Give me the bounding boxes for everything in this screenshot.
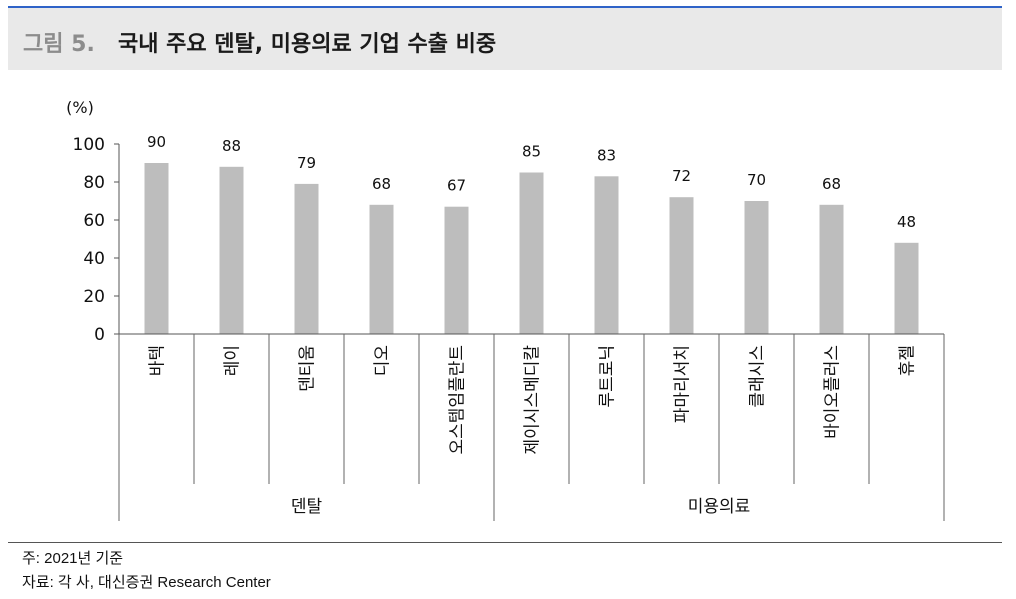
x-category-label: 바텍 [148,345,168,376]
bar-value-label: 70 [747,171,766,189]
bar-value-label: 79 [297,154,316,172]
bar [519,172,544,334]
bar [744,201,769,334]
x-category-label: 바이오플러스 [823,345,843,439]
bar [894,242,919,334]
bar-value-label: 88 [222,137,241,155]
figure-label: 그림 5. [23,32,95,57]
bar [444,206,469,334]
y-axis-label: (%) [66,98,94,117]
source-note: 자료: 각 사, 대신증권 Research Center [22,574,271,591]
x-category-label: 클래시스 [748,345,768,408]
x-category-label: 휴젤 [898,345,918,376]
footer-divider [8,542,1002,543]
bar [594,176,619,334]
bar-value-label: 72 [672,167,691,185]
bar-value-label: 90 [147,133,166,151]
y-tick-label: 100 [73,135,105,155]
x-category-label: 루트로닉 [598,345,618,408]
y-tick-label: 80 [83,173,105,193]
footnote: 주: 2021년 기준 [22,550,124,567]
x-category-label: 제이시스메디칼 [523,345,543,455]
bar [669,197,694,334]
bar-value-label: 48 [897,213,916,231]
bar [819,204,844,334]
x-category-label: 오스템임플란트 [448,345,468,454]
bars: 90 88 79 68 67 85 83 72 70 68 48 [144,133,919,334]
x-category-label: 레이 [223,345,243,376]
y-tick-label: 20 [83,287,105,307]
x-axis: 바텍 레이 덴티움 디오 오스템임플란트 제이시스메디칼 루트로닉 파마리서치 클래시스 바이오플… [118,333,945,521]
x-category-label: 디오 [373,345,393,376]
y-tick-label: 0 [94,325,105,345]
y-tick-label: 60 [83,211,105,231]
bar-value-label: 85 [522,143,541,161]
bar-value-label: 68 [822,175,841,193]
bar [219,166,244,334]
bar-chart: 0 20 40 60 80 100 (%) 90 88 79 68 67 85 83 72 70 68 48 바… [66,98,945,521]
bar-value-label: 83 [597,146,616,164]
x-category-label: 덴티움 [298,345,318,392]
chart-title: 국내 주요 덴탈, 미용의료 기업 수출 비중 [118,32,497,57]
bar-value-label: 67 [447,177,466,195]
y-tick-label: 40 [83,249,105,269]
bar [294,183,319,334]
bar [369,204,394,334]
bar-value-label: 68 [372,175,391,193]
bar [144,163,169,334]
x-category-label: 파마리서치 [673,345,693,423]
x-group-label: 덴탈 [291,497,323,517]
x-group-label: 미용의료 [688,497,751,517]
y-axis: 0 20 40 60 80 100 (%) [66,98,120,345]
title-bar: 그림 5. 국내 주요 덴탈, 미용의료 기업 수출 비중 [8,6,1002,70]
